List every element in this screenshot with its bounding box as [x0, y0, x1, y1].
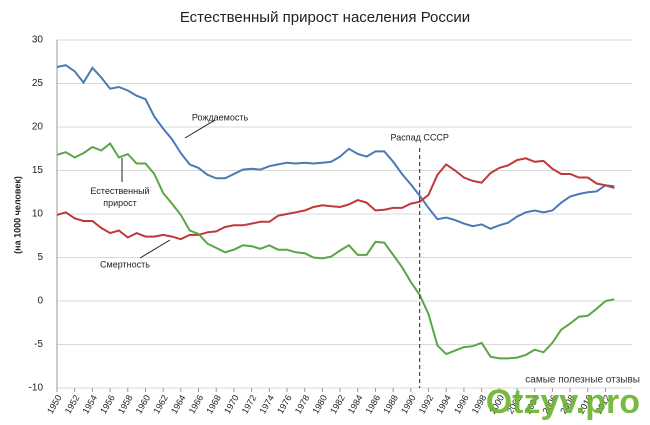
y-tick-label: 25 [32, 78, 44, 89]
series-label: Рождаемость [192, 112, 249, 122]
x-tick-label: 1966 [187, 393, 206, 415]
chart-title: Естественный прирост населения России [180, 9, 470, 26]
label-pointer [139, 239, 171, 259]
series-line [56, 142, 615, 360]
x-tick-label: 1992 [417, 393, 436, 415]
series-label: Естественный прирост [90, 186, 149, 208]
x-tick-label: 1956 [98, 393, 117, 415]
y-axis-label: (на 1000 человек) [12, 176, 22, 254]
series-label: Смертность [100, 259, 150, 269]
x-tick-label: 1986 [364, 393, 383, 415]
x-tick-label: 1990 [399, 393, 418, 415]
x-tick-label: 1952 [63, 393, 82, 415]
x-tick-label: 1954 [80, 393, 99, 415]
x-tick-label: 1984 [346, 393, 365, 415]
x-tick-label: 1978 [293, 393, 312, 415]
y-tick-label: 30 [32, 35, 44, 46]
x-tick-label: 1988 [381, 393, 400, 415]
y-tick-label: 5 [37, 252, 43, 263]
x-tick-label: 1964 [169, 393, 188, 415]
x-tick-label: 1976 [275, 393, 294, 415]
y-tick-label: 20 [32, 122, 44, 133]
label-pointer [184, 119, 216, 139]
x-tick-label: 1962 [151, 393, 170, 415]
y-tick-label: 0 [37, 296, 43, 307]
x-tick-label: 1996 [452, 393, 471, 415]
y-tick-label: -10 [29, 383, 44, 394]
series-line [56, 64, 615, 230]
x-tick-label: 1972 [240, 393, 259, 415]
series-line [56, 157, 615, 241]
watermark-brand: Otzyv.pro [486, 383, 640, 421]
x-tick-label: 1958 [116, 393, 135, 415]
x-tick-label: 1960 [134, 393, 153, 415]
watermark-tagline: самые полезные отзывы [525, 375, 640, 386]
x-tick-label: 1994 [434, 393, 453, 415]
x-tick-label: 1968 [204, 393, 223, 415]
y-tick-label: 10 [32, 209, 44, 220]
x-tick-label: 1970 [222, 393, 241, 415]
y-tick-label: 15 [32, 165, 44, 176]
x-tick-label: 1974 [257, 393, 276, 415]
x-tick-label: 1982 [328, 393, 347, 415]
y-tick-label: -5 [34, 339, 43, 350]
x-tick-label: 1950 [45, 393, 64, 415]
annotation-label: Распад СССР [391, 132, 449, 142]
x-tick-label: 1980 [310, 393, 329, 415]
